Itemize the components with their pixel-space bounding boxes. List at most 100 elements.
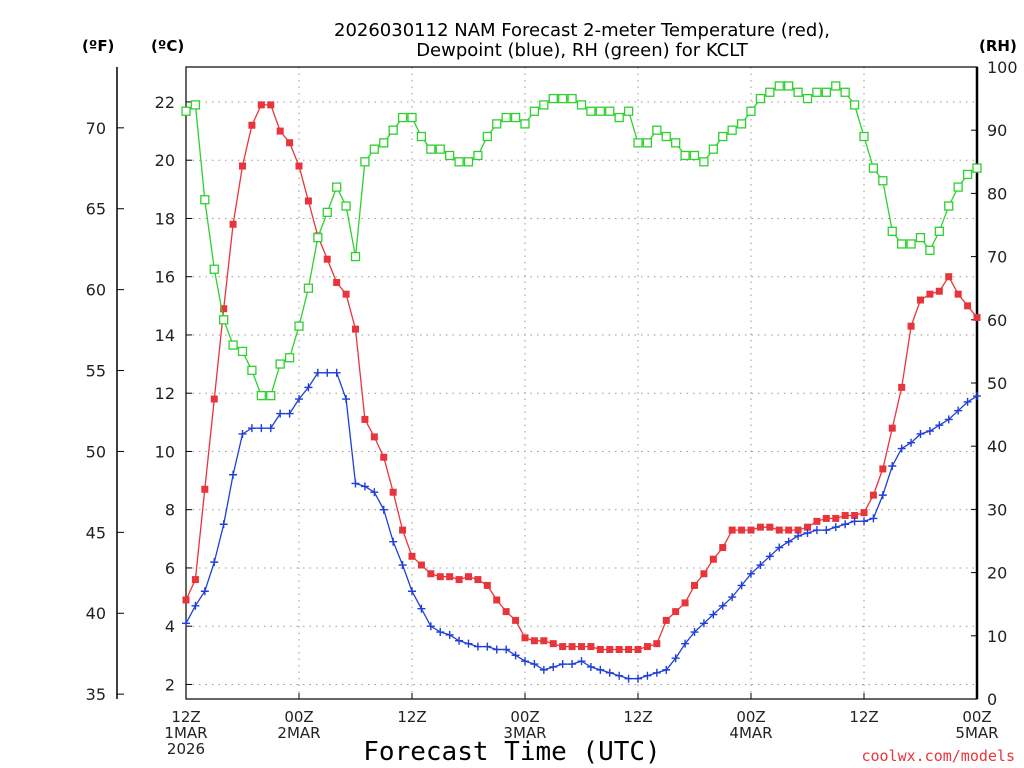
relative-humidity-line (185, 85, 978, 397)
dewpoint-point (954, 406, 963, 415)
relative-humidity-point (897, 239, 907, 249)
temperature-point (832, 514, 840, 522)
temperature-point (342, 290, 350, 298)
time-tick-label: 5MAR (955, 724, 998, 742)
celsius-tick-label: 16 (155, 268, 175, 287)
dewpoint-point (869, 514, 878, 523)
dewpoint-point (907, 438, 916, 447)
temperature-point (304, 197, 312, 205)
temperature-point (691, 581, 698, 589)
time-tick-label: 00Z (962, 708, 991, 726)
time-tick-label: 2MAR (277, 724, 320, 742)
x-axis-label: Forecast Time (UTC) (363, 737, 660, 767)
fahrenheit-tick-label: 35 (86, 685, 106, 704)
dewpoint-point (765, 552, 774, 561)
relative-humidity-point (435, 144, 445, 154)
temperature-point (521, 634, 529, 642)
relative-humidity-point (445, 150, 455, 161)
temperature-point (276, 127, 284, 135)
relative-humidity-point (661, 131, 671, 142)
celsius-tick-label: 4 (165, 617, 175, 636)
relative-humidity-point (652, 125, 662, 135)
temperature-point (248, 121, 256, 129)
time-tick-label: 12Z (171, 708, 200, 726)
temperature-point (210, 395, 218, 403)
temperature-point (417, 561, 425, 569)
temperature-point (427, 570, 435, 578)
fahrenheit-axis-ticks: 35 40 45 50 55 60 65 70 (86, 119, 124, 704)
celsius-tick-label: 8 (165, 501, 175, 520)
temperature-point (399, 526, 407, 534)
dewpoint-point (539, 665, 548, 674)
dewpoint-point (756, 561, 765, 570)
temperature-point (239, 162, 246, 170)
dewpoint-point (247, 424, 256, 433)
dewpoint-point (483, 642, 492, 651)
dewpoint-point (709, 610, 718, 619)
temperature-point (766, 523, 774, 531)
time-tick-label: 00Z (510, 708, 539, 726)
temperature-point (926, 290, 934, 298)
relative-humidity-point (492, 119, 502, 129)
temperature-point (267, 101, 275, 109)
rh-axis-ticks: 0 10 20 30 40 50 60 70 80 90 100 (971, 58, 1018, 709)
temperature-point (869, 491, 877, 499)
time-tick-label: 2026 (167, 740, 205, 758)
temperature-point (295, 162, 303, 170)
relative-humidity-point (322, 207, 332, 218)
dewpoint-point (577, 657, 586, 666)
relative-humidity-point (426, 144, 436, 154)
relative-humidity-point (181, 106, 191, 116)
relative-humidity-point (237, 346, 248, 357)
relative-humidity-point (774, 81, 784, 91)
temperature-point (380, 453, 388, 461)
relative-humidity-point (360, 157, 370, 167)
dewpoint-point (737, 581, 746, 590)
dewpoint-point (323, 368, 332, 377)
relative-humidity-point (275, 359, 285, 369)
chart-title-line-2: Dewpoint (blue), RH (green) for KCLT (416, 40, 749, 61)
temperature-point (540, 637, 548, 645)
temperature-point (643, 643, 651, 651)
dewpoint-point (916, 429, 925, 438)
temperature-point (653, 640, 661, 648)
relative-humidity-point (671, 138, 681, 148)
relative-humidity-point (708, 144, 718, 154)
dewpoint-point (464, 639, 473, 648)
dewpoint-point (549, 662, 558, 671)
dewpoint-point (831, 523, 840, 532)
dewpoint-line (185, 372, 978, 680)
relative-humidity-point (369, 144, 379, 154)
dewpoint-point (455, 636, 464, 645)
celsius-axis-ticks: 2 4 6 8 10 12 14 16 18 20 22 (155, 93, 192, 694)
dewpoint-point (784, 537, 793, 546)
dewpoint-point (690, 628, 699, 637)
temperature-point (907, 322, 915, 330)
temperature-point (700, 570, 708, 578)
relative-humidity-point (689, 150, 700, 161)
relative-humidity-point (840, 87, 850, 97)
temperature-point (446, 573, 454, 581)
relative-humidity-point (642, 138, 653, 148)
rh-tick-label: 60 (987, 311, 1007, 330)
relative-humidity-point (812, 87, 822, 97)
relative-humidity-point (200, 195, 210, 205)
dewpoint-point (473, 642, 482, 651)
celsius-tick-label: 2 (165, 675, 175, 694)
dewpoint-point (718, 601, 727, 610)
relative-humidity-point (849, 100, 860, 110)
dewpoint-point (502, 645, 511, 654)
relative-humidity-point (934, 226, 944, 236)
temperature-point (672, 608, 680, 616)
dewpoint-point (652, 668, 661, 677)
relative-humidity-point (793, 87, 803, 97)
temperature-point (606, 645, 614, 653)
dewpoint-point (624, 674, 633, 683)
temperature-point (747, 526, 755, 534)
relative-humidity-point (313, 232, 323, 243)
relative-humidity-point (868, 163, 879, 173)
dewpoint-point (266, 424, 275, 433)
dewpoint-point (586, 662, 595, 671)
temperature-point (493, 596, 501, 604)
dewpoint-point (276, 409, 285, 418)
